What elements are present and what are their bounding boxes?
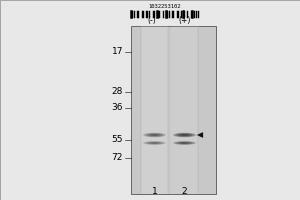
Ellipse shape	[173, 141, 196, 145]
Bar	[171, 26, 198, 194]
Text: (+): (+)	[178, 17, 191, 25]
Ellipse shape	[181, 134, 188, 136]
Ellipse shape	[143, 133, 166, 137]
Text: 72: 72	[112, 154, 123, 162]
Ellipse shape	[151, 134, 158, 136]
Ellipse shape	[173, 133, 196, 137]
Text: (-): (-)	[147, 17, 156, 25]
Ellipse shape	[181, 142, 188, 144]
Bar	[141, 26, 168, 194]
Text: 1032253102: 1032253102	[148, 3, 181, 8]
Ellipse shape	[179, 134, 190, 136]
Text: 36: 36	[112, 104, 123, 112]
Text: 28: 28	[112, 88, 123, 97]
Ellipse shape	[149, 134, 160, 136]
Ellipse shape	[179, 142, 190, 144]
Text: 1: 1	[152, 186, 158, 196]
Ellipse shape	[143, 141, 166, 145]
Bar	[130, 26, 216, 194]
Ellipse shape	[151, 142, 158, 144]
Ellipse shape	[176, 133, 193, 137]
Polygon shape	[196, 132, 203, 138]
Ellipse shape	[146, 142, 163, 144]
Text: 55: 55	[112, 136, 123, 144]
Ellipse shape	[176, 142, 193, 144]
Text: 17: 17	[112, 47, 123, 56]
Ellipse shape	[149, 142, 160, 144]
Ellipse shape	[146, 133, 163, 137]
Text: 2: 2	[182, 186, 187, 196]
